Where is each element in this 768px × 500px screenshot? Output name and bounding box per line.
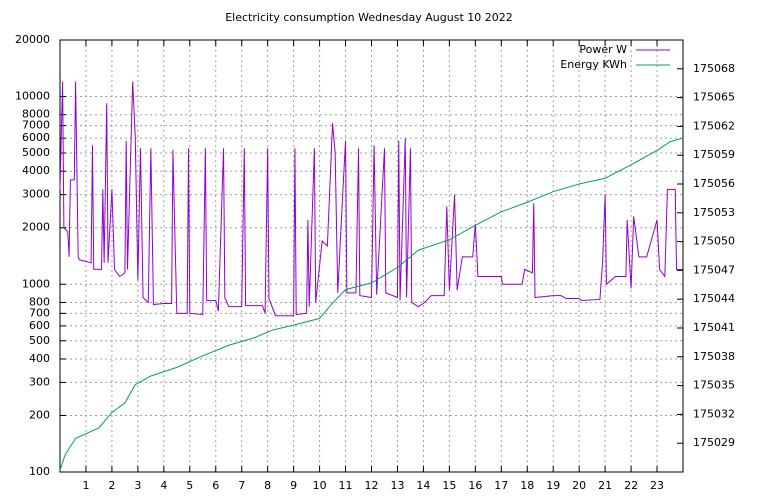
plot-frame xyxy=(59,39,684,473)
y2-tick-label: 175044 xyxy=(693,292,735,305)
y-tick-label: 20000 xyxy=(15,33,50,46)
x-tick-label: 11 xyxy=(339,479,353,492)
y-tick-label: 500 xyxy=(29,334,50,347)
series-line xyxy=(59,137,684,471)
x-tick-label: 12 xyxy=(365,479,379,492)
series-line xyxy=(59,81,683,317)
x-tick-label: 2 xyxy=(108,479,115,492)
y2-tick-label: 175062 xyxy=(693,119,735,132)
y-tick-label: 6000 xyxy=(22,131,50,144)
y2-tick-label: 175035 xyxy=(693,379,735,392)
y2-tick-label: 175047 xyxy=(693,263,735,276)
x-tick-label: 23 xyxy=(650,479,664,492)
x-tick-label: 8 xyxy=(264,479,271,492)
y-tick-label: 400 xyxy=(29,352,50,365)
y2-tick-label: 175059 xyxy=(693,148,735,161)
x-tick-label: 20 xyxy=(572,479,586,492)
y-tick-label: 2000 xyxy=(22,221,50,234)
x-tick-label: 9 xyxy=(290,479,297,492)
y2-tick-label: 175068 xyxy=(693,62,735,75)
y2-tick-label: 175029 xyxy=(693,436,735,449)
y-tick-label: 200 xyxy=(29,408,50,421)
y-tick-label: 5000 xyxy=(22,146,50,159)
y-tick-label: 7000 xyxy=(22,119,50,132)
y-tick-label: 1000 xyxy=(22,277,50,290)
x-tick-label: 10 xyxy=(313,479,327,492)
x-tick-label: 3 xyxy=(134,479,141,492)
y2-tick-label: 175053 xyxy=(693,206,735,219)
x-tick-label: 19 xyxy=(546,479,560,492)
y2-tick-label: 175056 xyxy=(693,177,735,190)
x-tick-label: 5 xyxy=(186,479,193,492)
y-tick-label: 10000 xyxy=(15,90,50,103)
x-tick-label: 17 xyxy=(494,479,508,492)
y-tick-label: 600 xyxy=(29,319,50,332)
y-tick-label: 700 xyxy=(29,306,50,319)
x-tick-label: 14 xyxy=(416,479,430,492)
chart-title: Electricity consumption Wednesday August… xyxy=(225,11,513,24)
y-tick-label: 3000 xyxy=(22,188,50,201)
legend-label: Energy KWh xyxy=(560,58,627,71)
x-tick-label: 21 xyxy=(598,479,612,492)
legend-label: Power W xyxy=(579,43,627,56)
x-tick-label: 4 xyxy=(160,479,167,492)
x-tick-label: 6 xyxy=(212,479,219,492)
x-tick-label: 22 xyxy=(624,479,638,492)
x-tick-label: 7 xyxy=(238,479,245,492)
x-tick-label: 18 xyxy=(520,479,534,492)
y-tick-label: 300 xyxy=(29,375,50,388)
y2-tick-label: 175041 xyxy=(693,321,735,334)
y-tick-label: 4000 xyxy=(22,164,50,177)
y2-tick-label: 175050 xyxy=(693,235,735,248)
x-tick-label: 1 xyxy=(82,479,89,492)
y2-tick-label: 175038 xyxy=(693,350,735,363)
y-tick-label: 8000 xyxy=(22,108,50,121)
x-tick-label: 13 xyxy=(390,479,404,492)
y-tick-label: 100 xyxy=(29,465,50,478)
x-tick-label: 16 xyxy=(468,479,482,492)
y2-tick-label: 175032 xyxy=(693,407,735,420)
x-tick-label: 15 xyxy=(442,479,456,492)
y2-tick-label: 175065 xyxy=(693,91,735,104)
y-tick-label: 800 xyxy=(29,295,50,308)
